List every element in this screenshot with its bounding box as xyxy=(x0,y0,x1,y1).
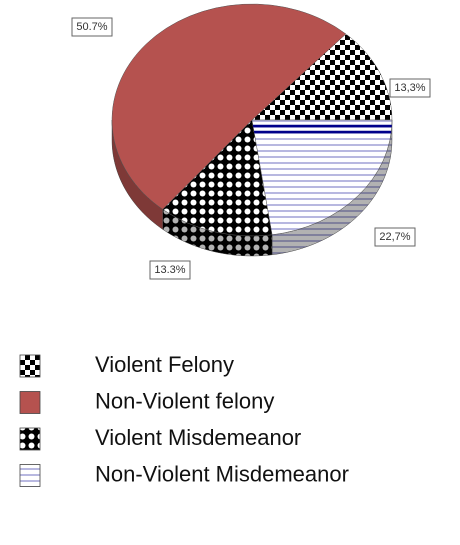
legend: Violent Felony Non-Violent felony Violent … xyxy=(19,352,349,487)
label-box xyxy=(149,260,191,280)
legend-swatch xyxy=(19,354,41,378)
legend-swatch xyxy=(19,427,41,451)
data-label: 13,3% xyxy=(394,82,425,94)
pie: 13,3% 50.7% 13.3% 22,7% xyxy=(71,3,431,280)
data-label: 13.3% xyxy=(154,264,185,276)
data-label: 22,7% xyxy=(379,231,410,243)
legend-label: Violent Felony xyxy=(95,352,234,377)
legend-swatch xyxy=(19,391,41,414)
label-box xyxy=(389,78,431,98)
legend-label: Non-Violent felony xyxy=(95,388,274,413)
legend-swatch xyxy=(19,464,41,487)
slice xyxy=(251,33,393,121)
legend-label: Non-Violent Misdemeanor xyxy=(95,461,349,486)
slice xyxy=(111,3,347,210)
slice-side-shade xyxy=(272,120,392,255)
slice xyxy=(162,119,273,237)
slice-side-shade xyxy=(162,209,273,256)
label-box xyxy=(374,227,416,247)
slice-side-shade xyxy=(112,120,163,230)
data-label: 50.7% xyxy=(76,21,107,33)
label-box xyxy=(71,17,113,37)
slice xyxy=(251,119,393,236)
legend-label: Violent Misdemeanor xyxy=(95,425,301,450)
